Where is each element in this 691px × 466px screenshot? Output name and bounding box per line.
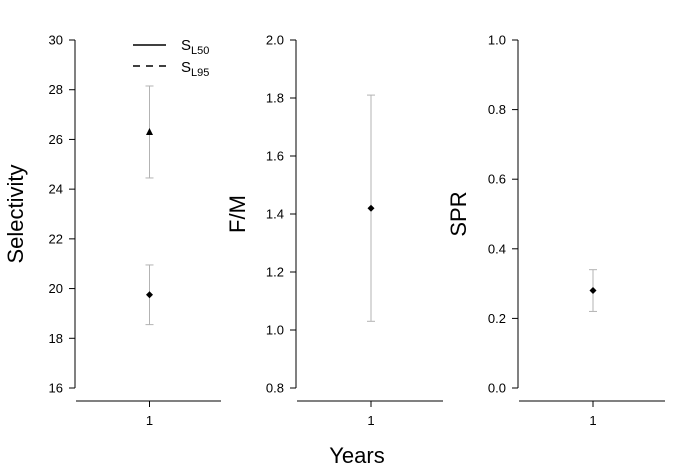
x-tick-label: 1 — [146, 413, 153, 428]
y-axis-label-spr: SPR — [446, 191, 471, 236]
y-tick-label: 1.4 — [266, 207, 284, 222]
y-tick-label: 30 — [49, 33, 63, 48]
legend-sub-sl50: L50 — [191, 45, 209, 57]
x-tick-label: 1 — [589, 413, 596, 428]
x-tick-label: 1 — [367, 413, 374, 428]
y-tick-label: 1.8 — [266, 91, 284, 106]
y-tick-label: 1.2 — [266, 265, 284, 280]
y-axis-label-selectivity: Selectivity — [3, 164, 28, 263]
y-tick-label: 0.6 — [488, 172, 506, 187]
y-tick-label: 28 — [49, 82, 63, 97]
legend: SL50 SL95 — [133, 37, 209, 79]
data-point-triangle — [146, 127, 153, 135]
y-tick-label: 1.0 — [266, 323, 284, 338]
legend-entry-sl95: SL95 — [181, 59, 209, 79]
legend-label-sl50: S — [181, 37, 191, 54]
y-tick-label: 2.0 — [266, 33, 284, 48]
legend-label-sl95: S — [181, 59, 191, 76]
legend-sub-sl95: L95 — [191, 67, 209, 79]
y-tick-label: 16 — [49, 381, 63, 396]
y-tick-label: 0.0 — [488, 381, 506, 396]
y-tick-label: 22 — [49, 231, 63, 246]
x-axis-label: Years — [329, 443, 384, 466]
panel-fm: F/M 0.8 1.0 1.2 1.4 1.6 1.8 2.0 1 — [225, 33, 443, 428]
y-tick-label: 24 — [49, 182, 63, 197]
y-tick-label: 0.8 — [488, 102, 506, 117]
y-tick-label: 0.8 — [266, 381, 284, 396]
data-point-diamond — [146, 291, 153, 299]
y-tick-label: 18 — [49, 331, 63, 346]
data-point-diamond — [589, 287, 597, 295]
y-axis-label-fm: F/M — [225, 195, 250, 233]
panel-spr: SPR 0.0 0.2 0.4 0.6 0.8 1.0 1 — [446, 33, 665, 428]
y-tick-label: 26 — [49, 132, 63, 147]
legend-entry-sl50: SL50 — [181, 37, 209, 57]
y-tick-label: 1.6 — [266, 149, 284, 164]
y-tick-label: 1.0 — [488, 33, 506, 48]
y-tick-label: 20 — [49, 281, 63, 296]
y-tick-label: 0.4 — [488, 241, 506, 256]
y-tick-label: 0.2 — [488, 311, 506, 326]
data-point-diamond — [367, 204, 375, 212]
